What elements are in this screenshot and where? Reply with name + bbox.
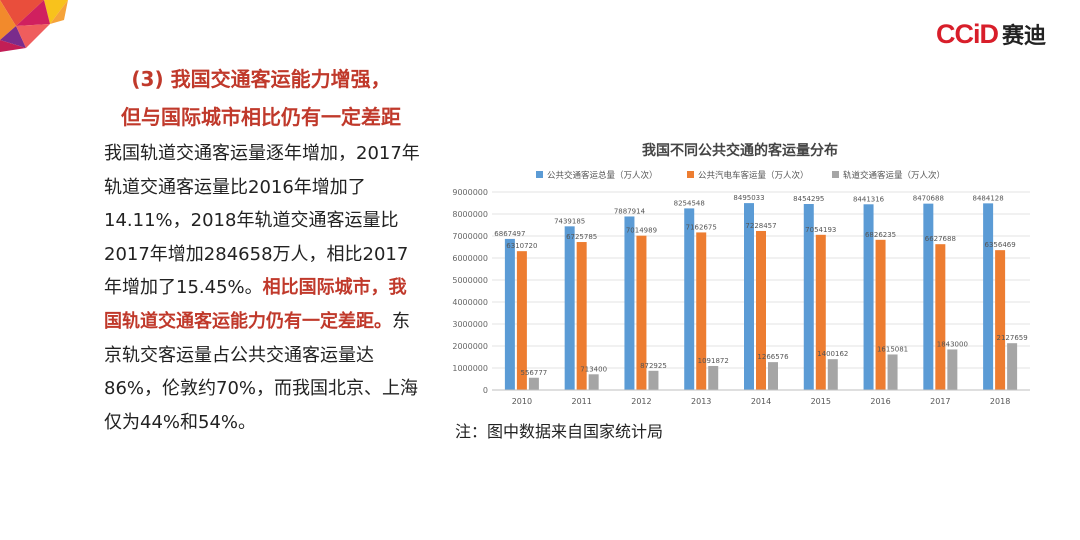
legend-label-1: 公共交通客运总量（万人次） <box>547 170 658 181</box>
data-label: 7014989 <box>626 227 657 235</box>
bar-series-3 <box>528 377 539 390</box>
body-highlight: 相比国际城市，我国轨道交通客运能力仍有一定差距。 <box>104 277 407 332</box>
y-tick-label: 4000000 <box>452 298 488 307</box>
data-label: 7162675 <box>686 223 717 231</box>
bar-series-1 <box>624 216 635 390</box>
y-tick-label: 5000000 <box>452 276 488 285</box>
data-label: 6356469 <box>985 241 1016 249</box>
corner-decoration <box>0 0 68 52</box>
bar-series-1 <box>744 203 754 390</box>
bar-series-2 <box>696 232 707 390</box>
bar-series-2 <box>576 242 587 390</box>
bar-series-1 <box>684 208 695 390</box>
data-label: 7439185 <box>554 217 585 225</box>
data-label: 556777 <box>521 369 548 377</box>
bar-series-3 <box>648 370 659 390</box>
heading-line-1: (3) 我国交通客运能力增强， <box>131 67 391 91</box>
y-tick-label: 9000000 <box>452 188 488 197</box>
bar-series-3 <box>768 362 778 390</box>
y-tick-label: 7000000 <box>452 232 488 241</box>
data-label: 2127659 <box>997 334 1028 342</box>
body-paragraph: 我国轨道交通客运量逐年增加，2017年轨道交通客运量比2016年增加了14.11… <box>104 137 422 439</box>
y-tick-label: 8000000 <box>452 210 488 219</box>
data-label: 6310720 <box>506 242 537 250</box>
data-label: 1615081 <box>877 345 908 353</box>
data-label: 6867497 <box>494 230 525 238</box>
bar-series-1 <box>504 238 515 390</box>
body-conclusion: 东京轨交客运量占公共交通客运量达86%，伦敦约70%，而我国北京、上海仅为44%… <box>104 310 419 433</box>
legend-label-2: 公共汽电车客运量（万人次） <box>698 170 809 181</box>
data-label: 872925 <box>640 362 667 370</box>
data-label: 713400 <box>580 365 607 373</box>
bar-series-2 <box>636 235 647 390</box>
brand-logo-mark: CCiD <box>935 18 999 49</box>
bar-series-2 <box>875 239 886 390</box>
source-note: 注：图中数据来自国家统计局 <box>455 422 664 441</box>
y-tick-label: 3000000 <box>452 320 488 329</box>
bar-series-3 <box>947 349 958 390</box>
data-label: 7228457 <box>745 222 776 230</box>
data-label: 6725785 <box>566 233 597 241</box>
y-tick-label: 0 <box>483 386 488 395</box>
x-tick-label: 2013 <box>691 397 711 406</box>
x-tick-label: 2015 <box>811 397 831 406</box>
data-label: 8484128 <box>973 194 1004 202</box>
data-label: 8454295 <box>793 195 824 203</box>
brand-logo-text: 赛迪 <box>1001 24 1046 49</box>
heading-line-2: 但与国际城市相比仍有一定差距 <box>121 105 401 129</box>
y-tick-label: 6000000 <box>452 254 488 263</box>
data-label: 6627688 <box>925 235 956 243</box>
data-label: 1266576 <box>757 353 789 361</box>
x-tick-label: 2011 <box>571 397 591 406</box>
legend-label-3: 轨道交通客运量（万人次） <box>843 170 945 181</box>
data-label: 7887914 <box>614 207 646 215</box>
data-label: 8441316 <box>853 195 885 203</box>
y-tick-label: 2000000 <box>452 342 488 351</box>
bar-series-2 <box>516 251 527 390</box>
x-tick-label: 2010 <box>512 397 532 406</box>
legend-swatch-2 <box>687 171 694 178</box>
x-tick-label: 2018 <box>990 397 1010 406</box>
passenger-volume-chart: 我国不同公共交通的客运量分布公共交通客运总量（万人次） 公共汽电车客运量（万人次）… <box>440 134 1040 414</box>
y-tick-label: 1000000 <box>452 364 488 373</box>
x-tick-label: 2016 <box>870 397 890 406</box>
bar-series-1 <box>923 203 934 390</box>
data-label: 8254548 <box>674 199 705 207</box>
bar-series-1 <box>803 204 814 390</box>
bar-series-2 <box>815 234 826 390</box>
bar-series-3 <box>1007 343 1018 390</box>
data-label: 6826235 <box>865 231 896 239</box>
bar-series-1 <box>564 226 575 390</box>
data-label: 8495033 <box>733 194 764 202</box>
section-heading: (3) 我国交通客运能力增强， 但与国际城市相比仍有一定差距 <box>96 60 426 136</box>
chart-title: 我国不同公共交通的客运量分布 <box>642 142 838 159</box>
brand-logo: CCiD 赛迪 <box>936 18 1046 50</box>
x-tick-label: 2014 <box>751 397 771 406</box>
bar-series-3 <box>887 354 898 390</box>
data-label: 8470688 <box>913 195 944 203</box>
bar-series-3 <box>827 359 838 390</box>
body-intro: 我国轨道交通客运量逐年增加，2017年轨道交通客运量比2016年增加了14.11… <box>104 143 420 299</box>
x-tick-label: 2012 <box>631 397 651 406</box>
bar-series-2 <box>756 230 766 390</box>
bar-series-2 <box>935 244 946 390</box>
bar-series-1 <box>863 204 874 390</box>
bar-series-3 <box>708 365 719 390</box>
x-tick-label: 2017 <box>930 397 950 406</box>
legend-swatch-1 <box>536 171 543 178</box>
bar-series-2 <box>995 250 1006 390</box>
bar-series-3 <box>588 374 599 390</box>
legend-swatch-3 <box>832 171 839 178</box>
data-label: 1091872 <box>698 357 729 365</box>
data-label: 1400162 <box>817 350 848 358</box>
data-label: 7054193 <box>805 226 836 234</box>
bar-series-1 <box>983 203 994 390</box>
data-label: 1843000 <box>937 340 968 348</box>
